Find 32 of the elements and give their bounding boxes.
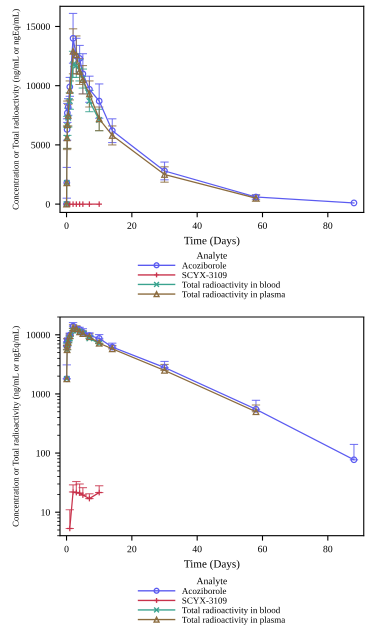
y-tick-label: 15000 [26,23,50,30]
x-tick-label: 80 [323,546,332,552]
y-tick-label: 1000 [32,390,50,398]
y-tick-label: 5000 [31,142,50,148]
x-tick-label: 40 [192,546,202,552]
legend-label: SCYX-3109 [182,272,227,278]
y-tick-label: 10000 [26,332,50,338]
y-axis-title: Concentration or Total radioactivity (ng/mL or ngEq/mL) [12,9,20,210]
legend-title: Analyte [196,577,227,586]
legend-label: Total radioactivity in plasma [182,291,286,300]
x-tick-label: 20 [127,222,136,229]
legend-label: Acoziborole [182,262,226,269]
legend-label: Acoziborole [182,588,226,594]
legend-label: Total radioactivity in plasma [182,616,286,625]
x-tick-label: 60 [258,546,267,552]
x-tick-label: 60 [258,222,267,229]
legend-label: Total radioactivity in blood [182,281,280,290]
x-tick-label: 40 [192,222,202,229]
x-axis-title: Time (Days) [184,560,240,570]
y-tick-label: 0 [46,201,50,208]
y-tick-label: 10 [41,509,50,516]
x-tick-label: 80 [323,222,332,229]
legend-label: SCYX-3109 [182,598,227,604]
x-tick-label: 20 [127,546,136,552]
y-axis-title: Concentration or Total radioactivity (ng/mL or ngEq/mL) [12,326,20,527]
y-tick-label: 100 [36,450,50,457]
x-tick-label: 0 [64,546,69,552]
legend-label: Total radioactivity in blood [182,606,280,616]
x-axis-title: Time (Days) [184,236,240,247]
x-tick-label: 0 [64,222,69,229]
y-tick-label: 10000 [26,82,50,90]
legend-title: Analyte [196,252,227,261]
